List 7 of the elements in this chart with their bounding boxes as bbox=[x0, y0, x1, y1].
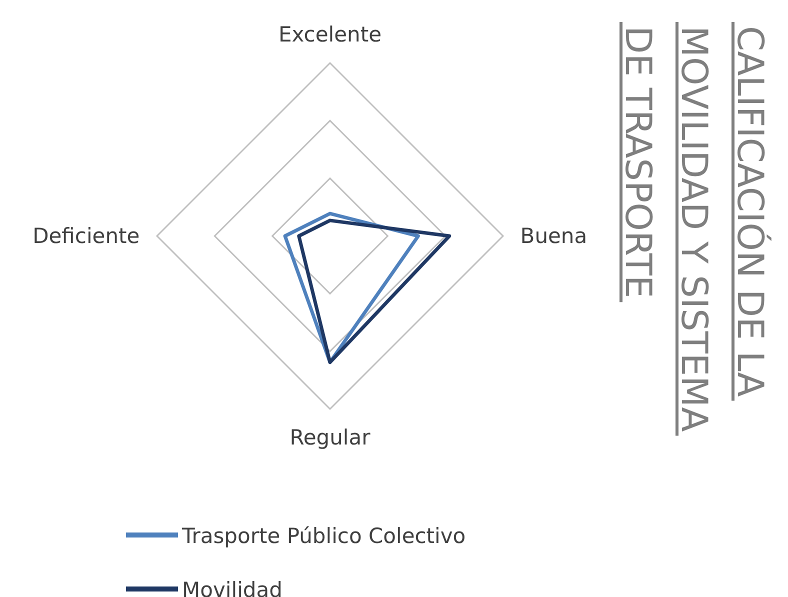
spoke-label: Buena bbox=[520, 224, 588, 248]
spoke-label: Regular bbox=[290, 425, 371, 450]
spoke-label: Excelente bbox=[278, 22, 382, 47]
spoke-label: Deficiente bbox=[32, 224, 140, 248]
text: CALIFICACIÓN DE LA MOVILIDAD Y SISTEMA DE TRASPORTE bbox=[617, 26, 772, 432]
legend-label: Trasporte Público Colectivo bbox=[181, 524, 466, 548]
legend-label: Movilidad bbox=[182, 578, 282, 597]
